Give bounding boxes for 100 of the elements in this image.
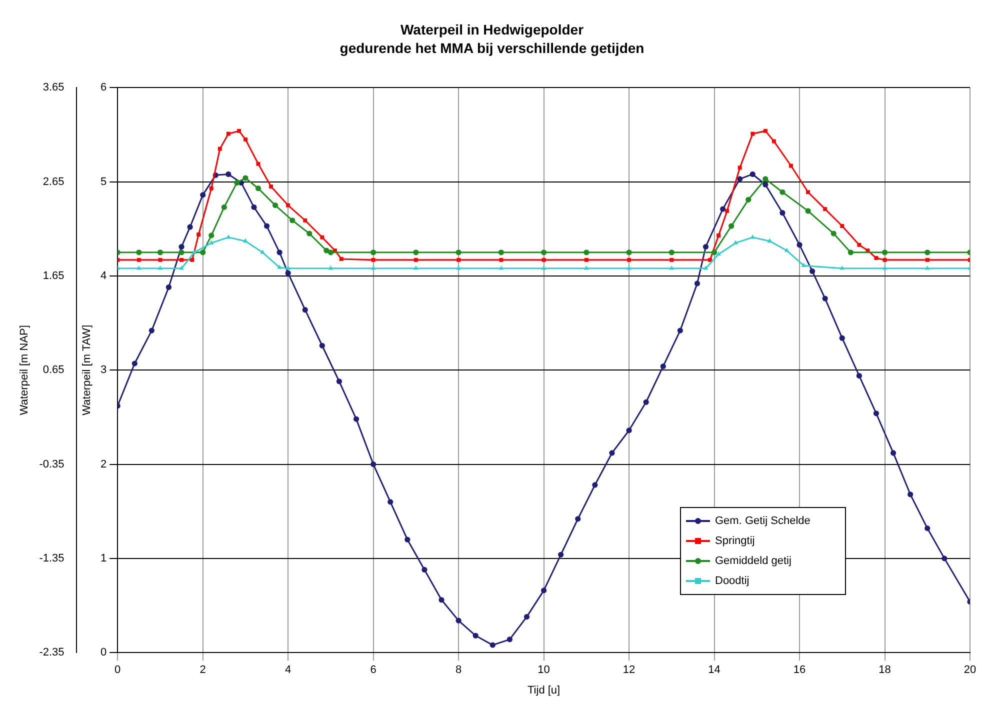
point <box>243 238 248 242</box>
point <box>924 250 930 256</box>
point <box>796 242 802 248</box>
point <box>276 250 282 256</box>
point <box>805 208 811 214</box>
point <box>882 266 888 270</box>
legend-label: Springtij <box>715 534 755 547</box>
point <box>286 203 290 208</box>
point <box>269 184 274 188</box>
point <box>669 266 674 270</box>
point <box>234 180 240 186</box>
y2-tick-label: 0.65 <box>42 364 64 376</box>
point <box>750 234 756 239</box>
point <box>158 266 163 270</box>
point <box>708 258 712 262</box>
point <box>306 230 312 236</box>
point <box>132 360 138 366</box>
x-tick-label: 14 <box>708 664 720 676</box>
point <box>840 224 844 228</box>
point <box>873 410 880 416</box>
point <box>285 270 291 276</box>
point <box>472 632 478 638</box>
point <box>737 176 743 182</box>
point <box>750 171 756 178</box>
point <box>339 257 344 261</box>
x-tick-label: 8 <box>455 664 462 676</box>
point <box>255 186 262 192</box>
point <box>208 232 214 238</box>
point <box>438 597 444 603</box>
point <box>780 210 786 216</box>
y-tick-label: 5 <box>100 176 107 188</box>
point <box>136 258 141 262</box>
point <box>924 526 930 532</box>
point <box>490 642 496 648</box>
y2-tick-label: 1.65 <box>42 270 64 282</box>
x-axis-title: Tijd [u] <box>527 684 560 696</box>
point <box>370 250 376 256</box>
point <box>541 266 546 270</box>
point <box>190 258 194 262</box>
point <box>857 242 862 247</box>
point <box>670 258 674 262</box>
point <box>558 552 564 558</box>
point <box>218 146 222 151</box>
chart-title: Waterpeil in Hedwigepolder <box>400 21 584 38</box>
point <box>187 224 193 230</box>
point <box>784 248 790 252</box>
point <box>738 166 742 170</box>
point <box>320 235 324 240</box>
point <box>179 266 184 270</box>
point <box>762 182 768 188</box>
point <box>456 258 461 262</box>
point <box>728 223 734 229</box>
y2-axis-title: Waterpeil [m NAP] <box>18 325 31 416</box>
point <box>626 250 632 256</box>
point <box>542 258 546 262</box>
point <box>209 186 214 190</box>
point <box>746 196 752 202</box>
point <box>584 258 588 262</box>
point <box>178 250 184 256</box>
x-tick-label: 2 <box>200 664 206 676</box>
point <box>192 250 197 254</box>
point <box>226 234 231 239</box>
point <box>136 266 142 270</box>
point <box>725 208 730 213</box>
point <box>328 266 334 270</box>
point <box>848 250 854 256</box>
point <box>498 266 504 270</box>
point <box>226 171 232 178</box>
point <box>840 266 845 270</box>
point <box>506 636 512 642</box>
point <box>286 266 290 270</box>
point <box>260 250 265 254</box>
point <box>180 258 184 262</box>
point <box>499 258 504 262</box>
y2-tick-label: -2.35 <box>39 646 64 659</box>
point <box>388 499 394 505</box>
point <box>806 190 810 194</box>
point <box>166 284 172 290</box>
chart-subtitle: gedurende het MMA bij verschillende getijden <box>340 40 644 56</box>
point <box>148 328 154 334</box>
point <box>524 614 530 620</box>
point <box>456 250 462 256</box>
legend-label: Gem. Getij Schelde <box>715 514 810 527</box>
point <box>677 328 683 334</box>
point <box>711 250 718 256</box>
point <box>908 492 914 498</box>
x-tick-label: 0 <box>114 664 121 676</box>
x-tick-label: 16 <box>793 664 806 676</box>
point <box>716 233 721 238</box>
point <box>763 128 768 133</box>
x-tick-label: 12 <box>622 664 636 676</box>
point <box>703 266 708 270</box>
y-tick-label: 4 <box>100 270 107 282</box>
point <box>414 266 418 270</box>
legend-label: Gemiddeld getij <box>715 554 792 567</box>
point <box>251 204 257 210</box>
y-tick-label: 3 <box>100 364 107 376</box>
point <box>221 204 227 210</box>
point <box>733 240 738 244</box>
point <box>584 250 590 256</box>
